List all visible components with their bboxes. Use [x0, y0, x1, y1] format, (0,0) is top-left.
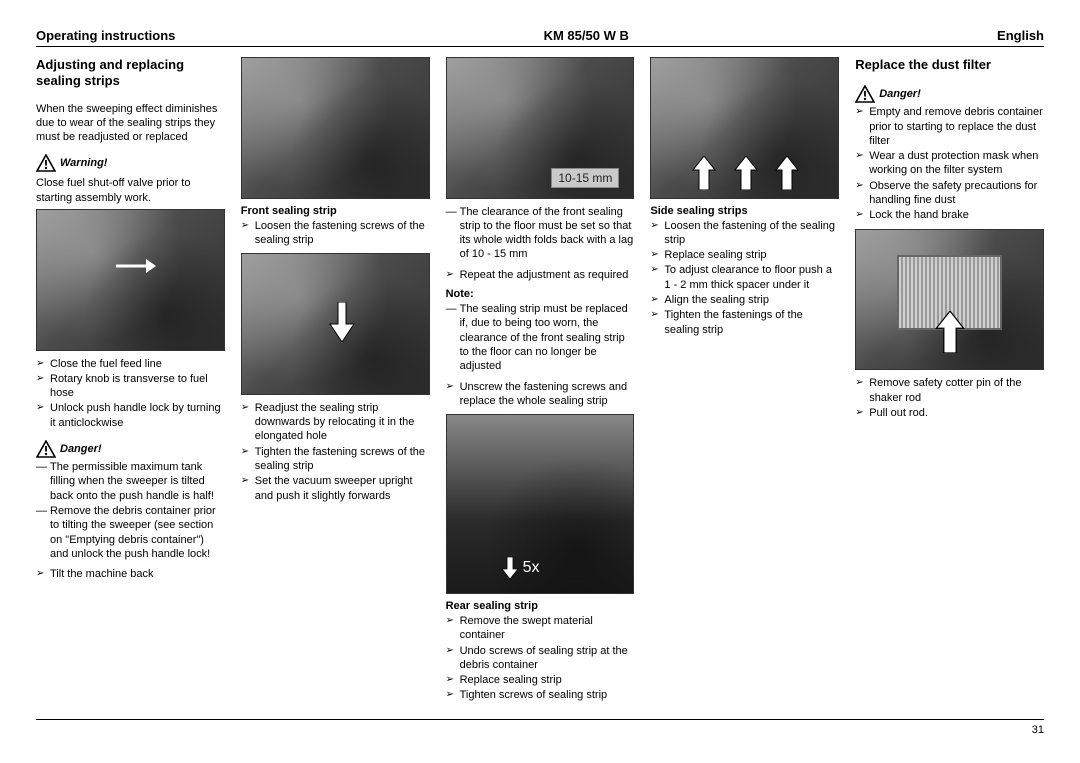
list-item: Remove the swept material container — [460, 614, 635, 643]
list-item: Remove the debris container prior to til… — [50, 504, 225, 561]
list-item: Remove safety cotter pin of the shaker r… — [869, 376, 1044, 405]
column-4: Side sealing strips Loosen the fastening… — [650, 57, 839, 709]
readjust-list: Readjust the sealing strip downwards by … — [241, 401, 430, 503]
note-list: The sealing strip must be replaced if, d… — [446, 302, 635, 373]
unscrew-list: Unscrew the fastening screws and replace… — [446, 380, 635, 409]
rear-strip-title: Rear sealing strip — [446, 600, 635, 612]
front-strip-list: Loosen the fastening screws of the seali… — [241, 219, 430, 248]
section-title-adjusting: Adjusting and replacing sealing strips — [36, 57, 225, 90]
arrow-up-icon — [692, 156, 716, 190]
list-item: Replace sealing strip — [460, 673, 635, 687]
five-x-label: 5x — [501, 557, 540, 579]
clearance-overlay: 10-15 mm — [551, 168, 619, 188]
tilt-list: Tilt the machine back — [36, 567, 225, 581]
danger-icon — [855, 85, 875, 103]
arrow-down-icon — [501, 557, 519, 579]
warning-icon — [36, 154, 56, 172]
column-1: Adjusting and replacing sealing strips W… — [36, 57, 225, 709]
figure-rear-strip: 5x — [446, 414, 635, 594]
arrow-up-icon — [935, 311, 965, 353]
list-item: Close the fuel feed line — [50, 357, 225, 371]
note-label: Note: — [446, 288, 635, 300]
side-strips-title: Side sealing strips — [650, 205, 839, 217]
columns: Adjusting and replacing sealing strips W… — [36, 57, 1044, 720]
arrow-down-icon — [328, 302, 356, 342]
danger-list: The permissible maximum tank filling whe… — [36, 460, 225, 561]
header-right: English — [997, 28, 1044, 43]
after-list: Remove safety cotter pin of the shaker r… — [855, 376, 1044, 420]
figure-dust-filter — [855, 229, 1044, 371]
column-5: Replace the dust filter Danger! Empty an… — [855, 57, 1044, 709]
list-item: The sealing strip must be replaced if, d… — [460, 302, 635, 373]
intro-text: When the sweeping effect diminishes due … — [36, 102, 225, 145]
figure-side-strips — [650, 57, 839, 199]
header-center: KM 85/50 W B — [175, 28, 997, 43]
header-left: Operating instructions — [36, 28, 175, 43]
five-x-text: 5x — [523, 559, 540, 577]
front-strip-title: Front sealing strip — [241, 205, 430, 217]
clearance-list: The clearance of the front sealing strip… — [446, 205, 635, 262]
side-strips-list: Loosen the fastening of the sealing stri… — [650, 219, 839, 337]
danger-list: Empty and remove debris container prior … — [855, 105, 1044, 222]
list-item: The permissible maximum tank filling whe… — [50, 460, 225, 503]
figure-front-strip-2 — [241, 253, 430, 395]
page-number: 31 — [36, 724, 1044, 736]
list-item: Set the vacuum sweeper upright and push … — [255, 474, 430, 503]
list-item: Unscrew the fastening screws and replace… — [460, 380, 635, 409]
danger-alert: Danger! — [855, 85, 1044, 103]
list-item: Loosen the fastening of the sealing stri… — [664, 219, 839, 248]
list-item: Lock the hand brake — [869, 208, 1044, 222]
list-fuel-close: Close the fuel feed line Rotary knob is … — [36, 357, 225, 430]
list-item: Loosen the fastening screws of the seali… — [255, 219, 430, 248]
figure-fuel-valve — [36, 209, 225, 351]
list-item: Observe the safety precautions for handl… — [869, 179, 1044, 208]
danger-label: Danger! — [60, 443, 102, 455]
arrow-up-icon — [775, 156, 799, 190]
warning-alert: Warning! — [36, 154, 225, 172]
figure-clearance: 10-15 mm — [446, 57, 635, 199]
figure-front-strip-1 — [241, 57, 430, 199]
danger-label: Danger! — [879, 88, 921, 100]
list-item: The clearance of the front sealing strip… — [460, 205, 635, 262]
danger-icon — [36, 440, 56, 458]
list-item: Tilt the machine back — [50, 567, 225, 581]
list-item: Unlock push handle lock by turning it an… — [50, 401, 225, 430]
header-bar: Operating instructions KM 85/50 W B Engl… — [36, 28, 1044, 47]
warning-text: Close fuel shut-off valve prior to start… — [36, 176, 225, 205]
section-title-dust-filter: Replace the dust filter — [855, 57, 1044, 73]
danger-alert: Danger! — [36, 440, 225, 458]
warning-label: Warning! — [60, 157, 107, 169]
rear-strip-list: Remove the swept material container Undo… — [446, 614, 635, 703]
list-item: Pull out rod. — [869, 406, 1044, 420]
list-item: Tighten the fastening screws of the seal… — [255, 445, 430, 474]
list-item: Repeat the adjustment as required — [460, 268, 635, 282]
list-item: Readjust the sealing strip downwards by … — [255, 401, 430, 444]
list-item: Tighten the fastenings of the sealing st… — [664, 308, 839, 337]
list-item: Tighten screws of sealing strip — [460, 688, 635, 702]
list-item: To adjust clearance to floor push a 1 - … — [664, 263, 839, 292]
list-item: Align the sealing strip — [664, 293, 839, 307]
column-2: Front sealing strip Loosen the fastening… — [241, 57, 430, 709]
page: Operating instructions KM 85/50 W B Engl… — [0, 0, 1080, 756]
arrow-up-icon — [734, 156, 758, 190]
list-item: Undo screws of sealing strip at the debr… — [460, 644, 635, 673]
column-3: 10-15 mm The clearance of the front seal… — [446, 57, 635, 709]
list-item: Empty and remove debris container prior … — [869, 105, 1044, 148]
arrow-icon — [112, 252, 156, 280]
list-item: Replace sealing strip — [664, 248, 839, 262]
list-item: Wear a dust protection mask when working… — [869, 149, 1044, 178]
list-item: Rotary knob is transverse to fuel hose — [50, 372, 225, 401]
repeat-list: Repeat the adjustment as required — [446, 268, 635, 282]
